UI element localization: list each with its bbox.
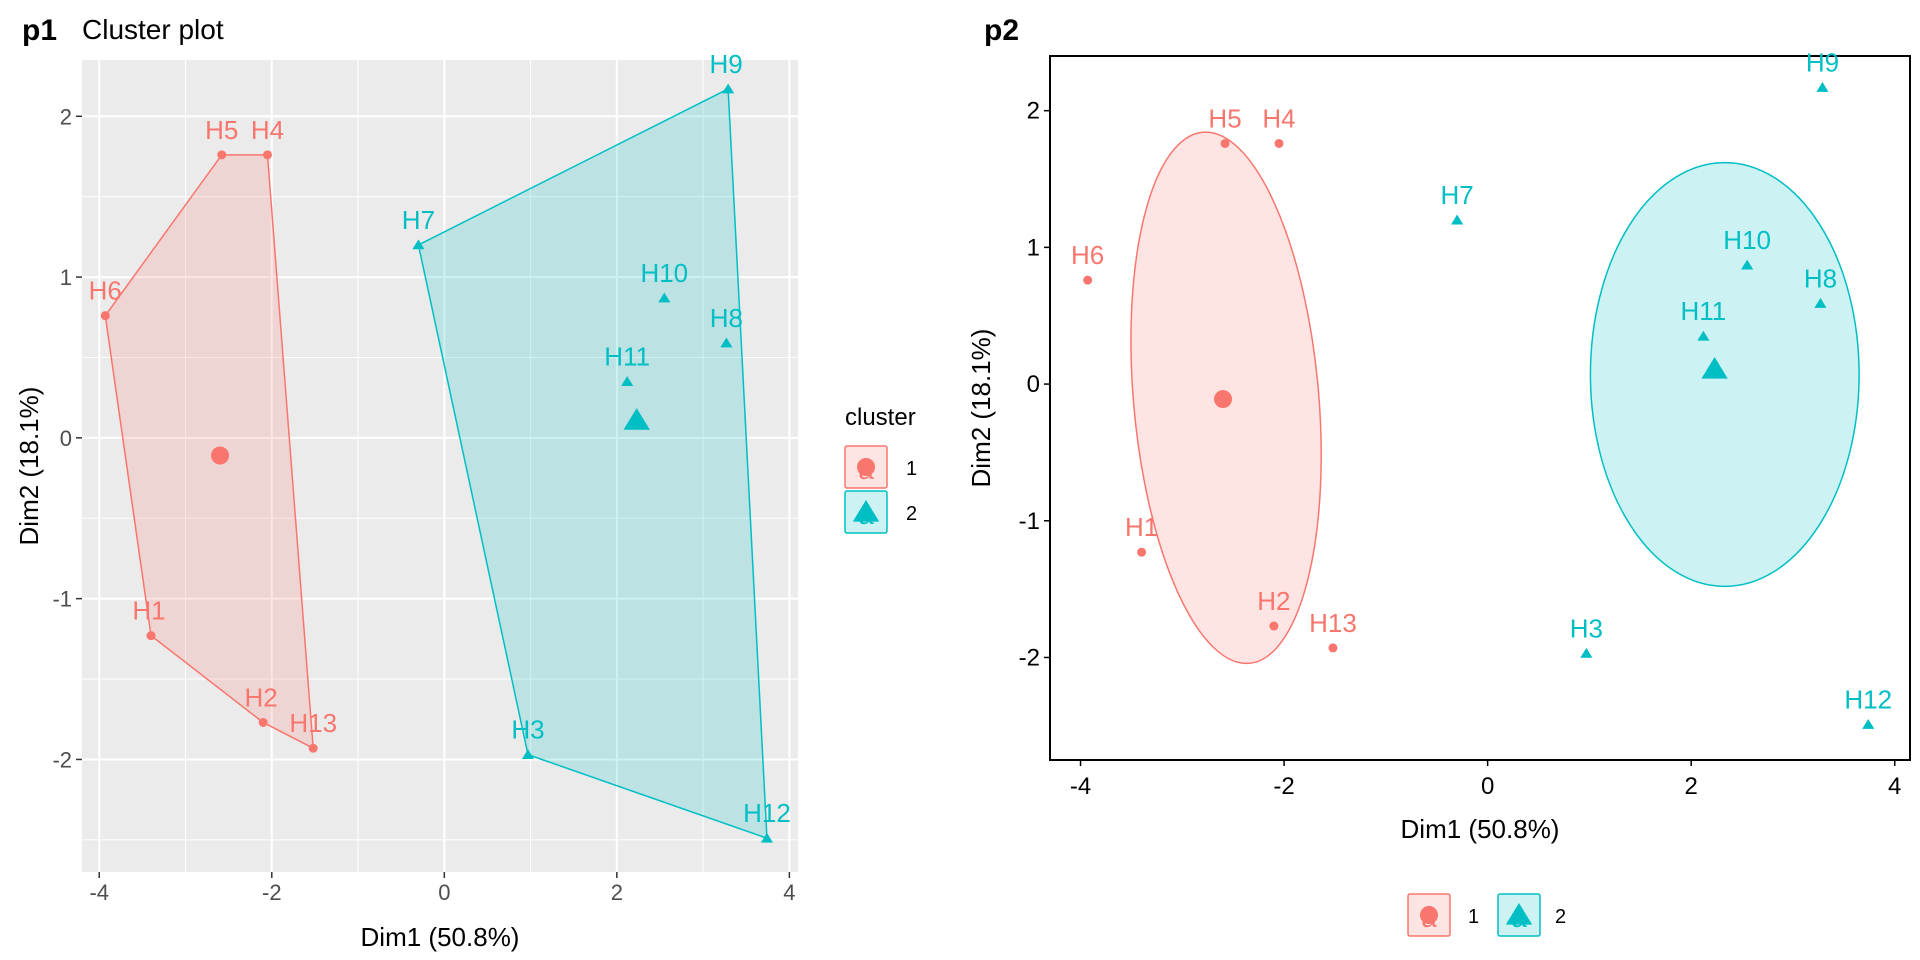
data-point-H5 (1220, 138, 1230, 148)
y-tick-label: 1 (1027, 234, 1040, 261)
data-point-H5 (217, 150, 227, 160)
data-point-H6 (1083, 275, 1093, 285)
legend-label-2: 2 (906, 503, 917, 525)
point-label-H7: H7 (402, 205, 435, 235)
point-label-H4: H4 (1262, 103, 1295, 133)
legend2-key-1-marker (1420, 906, 1438, 924)
point-label-H3: H3 (1570, 613, 1603, 643)
data-point-H2 (258, 717, 268, 727)
x-tick-label: 2 (611, 880, 623, 905)
y-tick-label: 1 (60, 265, 72, 290)
cluster-center-1 (1214, 390, 1233, 409)
point-label-H12: H12 (1844, 684, 1892, 714)
data-point-H6 (100, 311, 110, 321)
legend2-label-1: 1 (1468, 906, 1479, 928)
data-point-H2 (1269, 621, 1279, 631)
data-point-H7 (1451, 214, 1464, 225)
data-point-H10 (658, 292, 671, 303)
data-point-H10 (1741, 259, 1754, 270)
point-label-H6: H6 (1071, 240, 1104, 270)
y-tick-label: -1 (1019, 508, 1040, 535)
point-label-H10: H10 (1723, 225, 1771, 255)
point-label-H11: H11 (1681, 296, 1727, 326)
cluster-center-1 (211, 446, 230, 465)
data-point-H1 (1137, 547, 1147, 557)
point-label-H1: H1 (132, 596, 165, 626)
data-point-H12 (760, 832, 773, 843)
y-tick-label: 0 (60, 426, 72, 451)
x-tick-label: -2 (262, 880, 282, 905)
point-label-H13: H13 (289, 708, 337, 738)
data-point-H7 (412, 239, 425, 250)
y-tick-label: -2 (52, 747, 72, 772)
panel-tag-p2: p2 (984, 14, 1019, 47)
data-point-H12 (1862, 718, 1875, 729)
legend-label-1: 1 (906, 458, 917, 480)
point-label-H6: H6 (89, 276, 122, 306)
data-point-H4 (262, 150, 272, 160)
plot-p1: H1 H2 H4 H5 H6 H13 H3 H7 H8 H9 H10 H11 H12 -4 -2 0 2 4 -2 -… (14, 49, 798, 952)
data-point-H3 (1580, 647, 1593, 658)
point-label-H5: H5 (205, 115, 238, 145)
x-tick-label: -2 (1273, 773, 1294, 800)
panel-tag-p1: p1 (22, 14, 57, 47)
y-tick-label: 2 (60, 104, 72, 129)
point-label-H4: H4 (251, 115, 284, 145)
legend-title-p1: cluster (845, 404, 916, 431)
point-label-H9: H9 (710, 49, 743, 79)
x-tick-label: -4 (1070, 773, 1091, 800)
point-label-H5: H5 (1208, 103, 1241, 133)
point-label-H7: H7 (1440, 180, 1473, 210)
x-tick-label: 2 (1685, 773, 1698, 800)
x-tick-label: 4 (1888, 773, 1901, 800)
point-label-H10: H10 (640, 258, 688, 288)
cluster-center-2 (1701, 357, 1728, 379)
y-tick-label: -2 (1019, 644, 1040, 671)
point-label-H3: H3 (511, 715, 544, 745)
point-label-H12: H12 (743, 798, 791, 828)
point-label-H13: H13 (1309, 608, 1357, 638)
data-point-H1 (146, 631, 156, 641)
data-point-H4 (1274, 138, 1284, 148)
point-label-H11: H11 (604, 342, 650, 372)
y-tick-label: -1 (52, 587, 72, 612)
point-label-H8: H8 (710, 303, 743, 333)
point-label-H9: H9 (1806, 47, 1839, 77)
point-label-H8: H8 (1804, 263, 1837, 293)
x-tick-label: 0 (1481, 773, 1494, 800)
cluster-center-2 (623, 408, 650, 430)
legend-key-2-marker (852, 500, 880, 522)
legend-key-1-marker (857, 458, 875, 476)
y-axis-title: Dim2 (18.1%) (966, 329, 996, 488)
data-point-H9 (722, 83, 735, 94)
panel-background (82, 60, 798, 872)
y-axis-title: Dim2 (18.1%) (14, 387, 44, 546)
chart-title-p1: Cluster plot (82, 14, 224, 45)
x-tick-label: 4 (783, 880, 795, 905)
data-point-H13 (1328, 643, 1338, 653)
point-label-H2: H2 (245, 682, 278, 712)
x-axis-title: Dim1 (50.8%) (1401, 814, 1560, 844)
data-point-H3 (521, 749, 535, 760)
data-point-H11 (1697, 330, 1710, 341)
x-axis-title: Dim1 (50.8%) (361, 922, 520, 952)
data-point-H9 (1816, 81, 1829, 92)
legend: clusteraa12aa12 (844, 404, 1566, 937)
data-point-H8 (1814, 297, 1827, 308)
data-point-H13 (308, 743, 318, 753)
y-tick-label: 0 (1027, 371, 1040, 398)
point-label-H2: H2 (1257, 586, 1290, 616)
point-label-H1: H1 (1125, 512, 1158, 542)
x-tick-label: 0 (438, 880, 450, 905)
x-tick-label: -4 (89, 880, 109, 905)
y-tick-label: 2 (1027, 98, 1040, 125)
plot-p2: H1 H2 H4 H5 H6 H13 H3 H7 H8 H9 H10 H11 H12 -4 -2 0 2 4 -2 -… (966, 47, 1911, 844)
data-point-H11 (621, 376, 634, 386)
legend2-label-2: 2 (1555, 906, 1566, 928)
data-point-H8 (720, 337, 733, 348)
legend2-key-2-marker (1505, 903, 1533, 925)
